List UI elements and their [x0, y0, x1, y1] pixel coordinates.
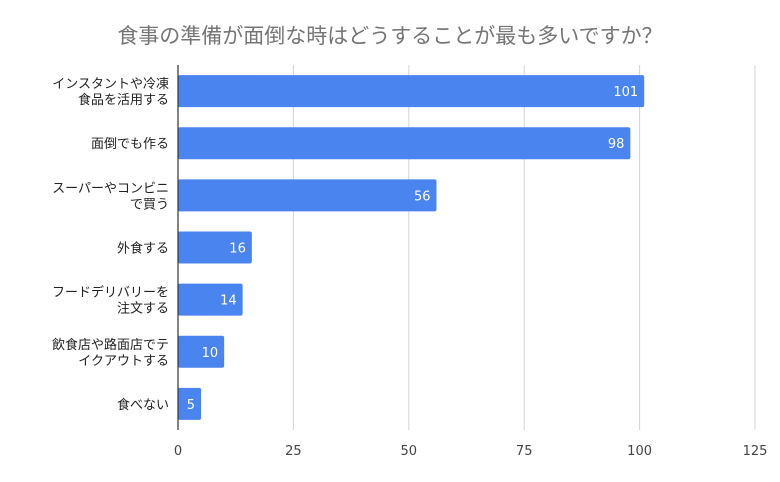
- bar-value-label-5: 10: [202, 346, 219, 361]
- category-label-1-0: 面倒でも作る: [91, 137, 169, 152]
- category-label-4-1: 注文する: [117, 302, 169, 317]
- category-label-6-0: 食べない: [117, 397, 169, 413]
- category-labels: インスタントや冷凍食品を活用する面倒でも作るスーパーやコンビニで買う外食するフー…: [52, 76, 169, 413]
- x-tick-label-125: 125: [743, 444, 768, 459]
- x-tick-label-0: 0: [174, 444, 182, 459]
- bar-value-label-6: 5: [187, 398, 195, 413]
- category-label-3-0: 外食する: [117, 241, 169, 257]
- bar-value-label-3: 16: [229, 242, 246, 257]
- bar-2: [178, 179, 437, 212]
- x-tick-label-100: 100: [627, 444, 652, 459]
- chart-title: 食事の準備が面倒な時はどうすることが最も多いですか？: [117, 24, 663, 48]
- bar-0: [178, 75, 645, 108]
- category-label-0-1: 食品を活用する: [78, 92, 169, 108]
- category-label-5-1: イクアウトする: [78, 354, 169, 369]
- bar-5: [178, 335, 225, 368]
- grid-lines: [292, 65, 756, 430]
- bar-value-label-2: 56: [414, 189, 431, 204]
- x-tick-label-25: 25: [285, 444, 302, 459]
- category-label-0-0: インスタントや冷凍: [52, 76, 169, 92]
- bar-value-label-4: 14: [220, 294, 237, 309]
- bar-value-label-0: 101: [613, 85, 638, 100]
- category-label-2-0: スーパーやコンビニ: [52, 181, 169, 196]
- bars: 101 98 56 16 14 10 5: [178, 75, 645, 420]
- bar-value-label-1: 98: [608, 137, 625, 152]
- bar-3: [178, 231, 252, 264]
- category-label-2-1: で買う: [130, 197, 169, 212]
- bar-4: [178, 283, 243, 316]
- x-tick-label-75: 75: [516, 444, 533, 459]
- x-tick-labels: 0 25 50 75 100 125: [174, 444, 768, 459]
- bar-1: [178, 127, 631, 160]
- x-tick-label-50: 50: [401, 444, 418, 459]
- bar-6: [178, 387, 202, 420]
- category-label-4-0: フードデリバリーを: [52, 285, 169, 301]
- category-label-5-0: 飲食店や路面店でテ: [52, 337, 169, 353]
